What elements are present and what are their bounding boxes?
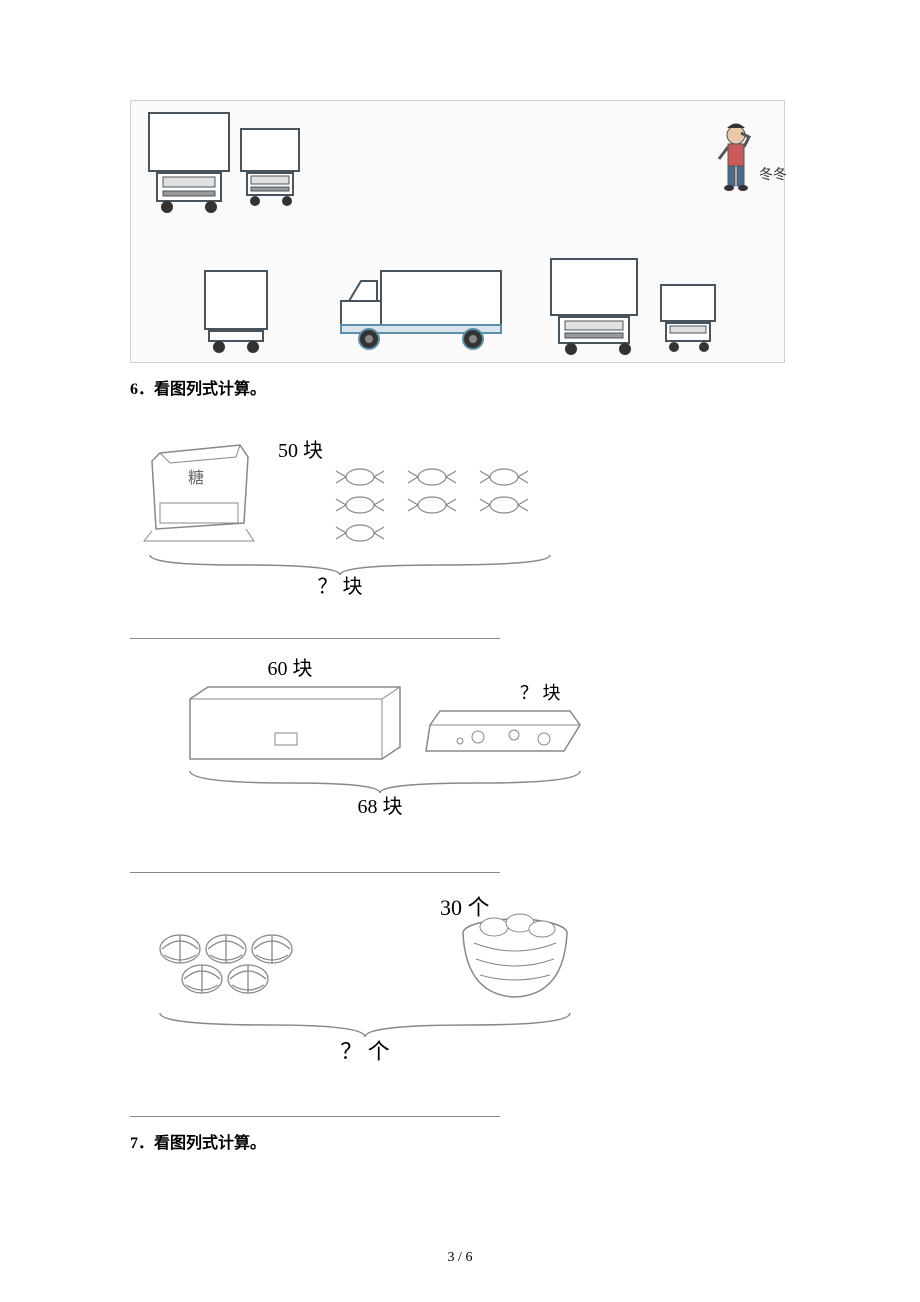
footer-total: 6 [465,1250,472,1265]
sub3-total: ？ 个 [340,1039,390,1064]
person-label: 冬冬 [759,167,786,183]
q6-sub1-answer-line [130,617,500,639]
sub3-basket-label: 30 个 [440,895,490,920]
q7-heading: 7．看图列式计算。 [130,1125,790,1169]
q6-heading: 6．看图列式计算。 [130,371,790,415]
trucks-svg: 冬冬 [131,101,786,364]
q6-sub2-answer-line [130,851,500,873]
q6-text: 看图列式计算。 [154,381,266,398]
q7-number: 7． [130,1135,154,1152]
q6-sub1: 糖 50 块 ？ 块 [130,427,790,597]
bag-char: 糖 [188,469,204,487]
q6-sub3-answer-line [130,1095,500,1117]
page-footer: 3 / 6 [0,1250,920,1266]
figure-trucks-scene: 冬冬 [130,100,785,363]
q6-sub2: 60 块 ？ 块 68 块 [130,651,790,831]
footer-sep: / [455,1250,466,1265]
sub2-tray-label: ？ 块 [520,683,561,703]
sub2-box-label: 60 块 [268,657,313,680]
footer-page: 3 [448,1250,455,1265]
person-dongdong [719,124,749,192]
sub1-bag-label: 50 块 [278,439,323,462]
sub1-total: ？ 块 [318,575,363,597]
q6-number: 6． [130,381,154,398]
sub2-total: 68 块 [358,795,403,818]
q7-text: 看图列式计算。 [154,1135,266,1152]
q6-sub3: 30 个 ？ 个 [130,885,790,1075]
